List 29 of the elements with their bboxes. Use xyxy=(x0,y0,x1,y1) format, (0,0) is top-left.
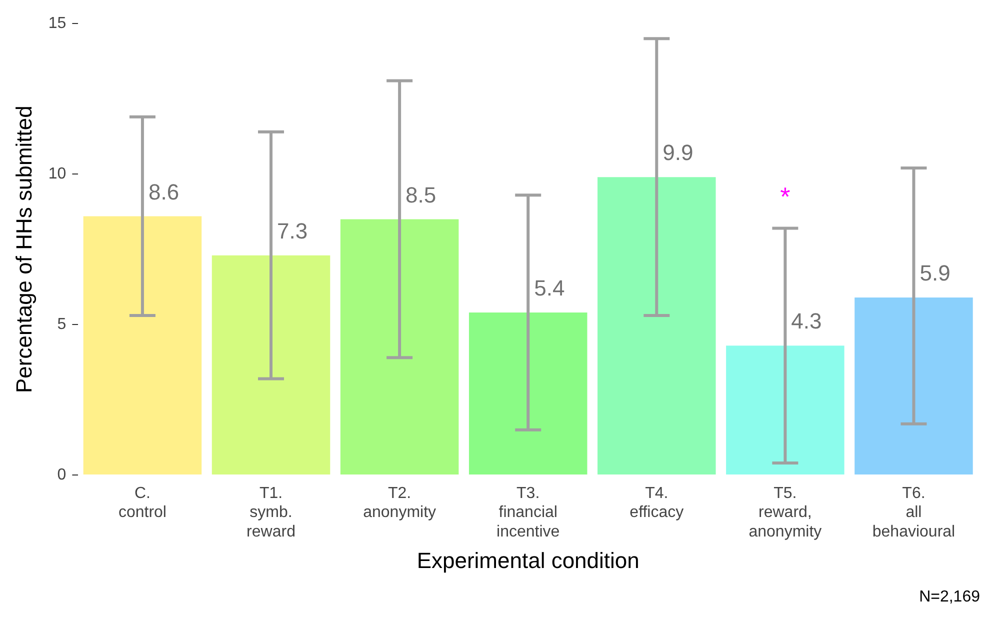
y-axis-title: Percentage of HHs submitted xyxy=(11,106,36,393)
bar xyxy=(598,177,716,474)
y-tick-label: 15 xyxy=(48,15,66,32)
data-label: 5.4 xyxy=(534,276,565,301)
x-axis-title: Experimental condition xyxy=(416,548,640,573)
bar xyxy=(212,255,330,474)
x-tick-label: T2. anonymity xyxy=(363,485,436,522)
annotation: * xyxy=(780,181,790,212)
data-label: 7.3 xyxy=(277,218,308,244)
data-label: 8.6 xyxy=(148,179,180,204)
data-label: 4.3 xyxy=(791,308,822,334)
data-label: 9.9 xyxy=(662,140,694,166)
y-tick-label: 5 xyxy=(57,316,66,333)
bar xyxy=(468,312,588,474)
x-tick-label: T4. efficacy xyxy=(630,485,684,522)
x-tick-label: T6. all behavioural xyxy=(872,485,956,540)
text: N=2,169 xyxy=(919,588,980,606)
y-tick-label: 10 xyxy=(48,165,66,182)
bar xyxy=(340,219,459,474)
bar xyxy=(83,216,202,474)
x-tick-label: T3. financial incentive xyxy=(496,485,560,540)
x-tick-label: C. control xyxy=(118,485,166,522)
x-tick-label: T1. symb. reward xyxy=(246,485,296,540)
y-tick-label: 0 xyxy=(57,466,66,484)
x-tick-label: T5. reward, anonymity xyxy=(748,485,822,540)
data-label: 5.9 xyxy=(920,260,950,286)
bar xyxy=(854,297,973,474)
bar xyxy=(726,346,844,474)
data-label: 8.5 xyxy=(406,182,436,208)
